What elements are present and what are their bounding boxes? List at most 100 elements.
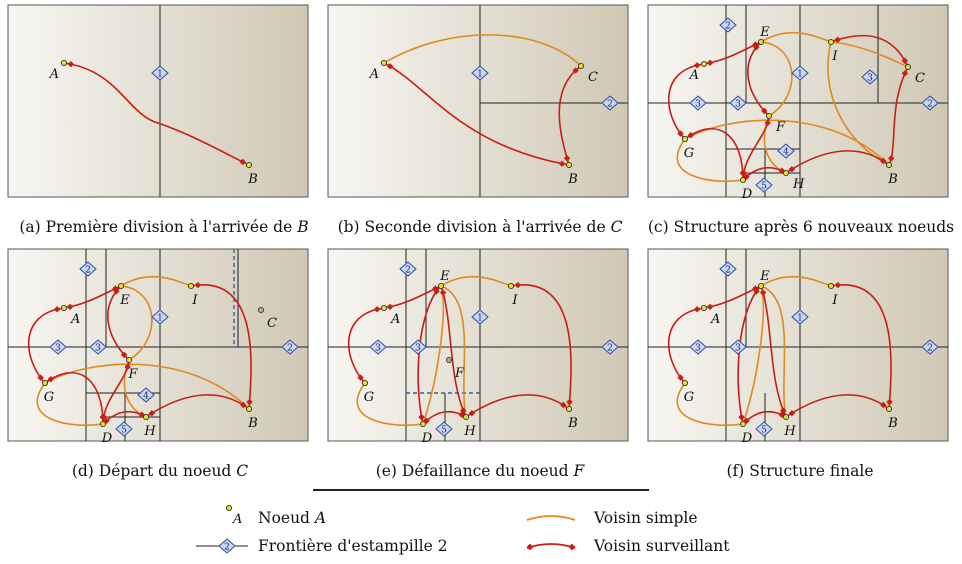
legend-monitor-line	[526, 543, 576, 549]
node-label: E	[439, 269, 450, 284]
stamp-value: 2	[85, 266, 91, 276]
stamp-s1: 1	[151, 309, 169, 325]
node-dot	[245, 405, 253, 413]
node-g: G	[361, 379, 374, 405]
stamp-value: 3	[695, 344, 701, 354]
node-dot	[142, 413, 150, 421]
stamp-s3: 3	[729, 95, 747, 111]
node-dot	[681, 135, 689, 143]
stamp-diamond	[49, 339, 67, 355]
simple-neighbor-edge	[760, 41, 793, 117]
edge-end-marker	[240, 401, 247, 409]
node-dot	[380, 304, 388, 312]
stamp-value: 2	[927, 344, 933, 354]
stamp-diamond	[729, 95, 747, 111]
edge-end-marker	[53, 306, 61, 313]
monitor-neighbor-edge	[668, 307, 705, 384]
node-dot	[60, 59, 68, 67]
caption-letter: (b)	[337, 218, 360, 236]
stamp-diamond	[281, 339, 299, 355]
legend-monitor-label: Voisin surveillant	[594, 537, 730, 555]
caption-subject: B	[297, 218, 309, 236]
node-label: G	[44, 390, 54, 405]
node-label: B	[887, 172, 898, 187]
node-h: H	[142, 413, 156, 439]
simple-neighbor-edge	[676, 382, 744, 426]
monitor-neighbor-edge	[44, 371, 104, 425]
monitor-neighbor-edge	[684, 127, 744, 181]
simple-neighbor-edge	[760, 275, 832, 287]
node-dot	[445, 356, 453, 364]
legend-simple-label: Voisin simple	[594, 509, 698, 527]
legend-monitor-marker	[568, 543, 576, 551]
panel-a: 1 A B	[7, 4, 309, 198]
node-label: E	[759, 269, 770, 284]
node-label: D	[421, 431, 433, 446]
node-b: B	[885, 405, 898, 431]
stamp-s3: 3	[369, 339, 387, 355]
node-label: C	[915, 71, 925, 86]
simple-neighbor-edge	[440, 275, 512, 287]
simple-neighbor-edge	[383, 34, 582, 67]
stamp-value: 1	[157, 70, 163, 80]
edge-end-marker	[693, 306, 701, 313]
caption-panel-d: (d) Départ du noeud C	[0, 462, 320, 480]
caption-text: Première division à l'arrivée de	[45, 218, 293, 236]
node-dot	[782, 169, 790, 177]
node-dot	[885, 405, 893, 413]
stamp-s2: 2	[601, 339, 619, 355]
legend-monitor-sample	[526, 543, 576, 551]
monitor-neighbor-edge	[145, 394, 250, 418]
node-label: I	[831, 49, 838, 64]
caption-panel-f: (f) Structure finale	[640, 462, 960, 480]
node-dot	[187, 282, 195, 290]
edge-end-marker	[124, 363, 131, 371]
legend-stamp-diamond	[218, 538, 236, 554]
stamp-s1: 1	[791, 309, 809, 325]
edge-end-marker	[566, 398, 573, 406]
stamp-diamond	[151, 65, 169, 81]
node-label: B	[247, 172, 258, 187]
stamp-diamond	[89, 339, 107, 355]
stamp-diamond	[369, 339, 387, 355]
stamp-value: 2	[927, 100, 933, 110]
node-a: A	[369, 59, 388, 82]
node-h: H	[782, 169, 805, 192]
node-b: B	[885, 161, 898, 187]
simple-neighbor-edge	[676, 138, 744, 182]
edge-end-marker	[560, 401, 567, 409]
legend-monitor-marker	[526, 543, 534, 551]
stamp-diamond	[921, 95, 939, 111]
stamp-value: 3	[735, 344, 741, 354]
stamp-value: 3	[95, 344, 101, 354]
monitor-neighbor-edge	[348, 307, 385, 384]
stamp-s2: 2	[399, 261, 417, 277]
edge-end-marker	[66, 303, 74, 311]
legend-simple-sample	[526, 515, 576, 521]
stamp-s3: 3	[729, 339, 747, 355]
stamp-s4: 4	[137, 387, 155, 403]
node-a: A	[60, 304, 80, 327]
node-dot	[885, 161, 893, 169]
node-dot	[700, 60, 708, 68]
legend-stamp-label: Frontière d'estampille 2	[258, 537, 448, 555]
stamp-value: 2	[607, 100, 613, 110]
node-dot	[125, 356, 133, 364]
simple-neighbor-edge	[44, 363, 250, 410]
node-b: B	[245, 405, 258, 431]
stamp-diamond	[755, 421, 773, 437]
edge-end-marker	[121, 351, 128, 359]
node-e: E	[757, 25, 770, 46]
node-label: D	[101, 431, 113, 446]
node-i: I	[507, 282, 518, 308]
stamp-s3: 3	[689, 95, 707, 111]
simple-neighbor-edge	[830, 41, 909, 68]
node-h: H	[782, 413, 796, 439]
stamp-value: 3	[55, 344, 61, 354]
stamp-diamond	[137, 387, 155, 403]
caption-panel-b: (b) Seconde division à l'arrivée de C	[320, 218, 640, 236]
stamp-s3: 3	[689, 339, 707, 355]
node-label: H	[783, 424, 796, 439]
node-label: H	[143, 424, 156, 439]
node-dot	[757, 38, 765, 46]
